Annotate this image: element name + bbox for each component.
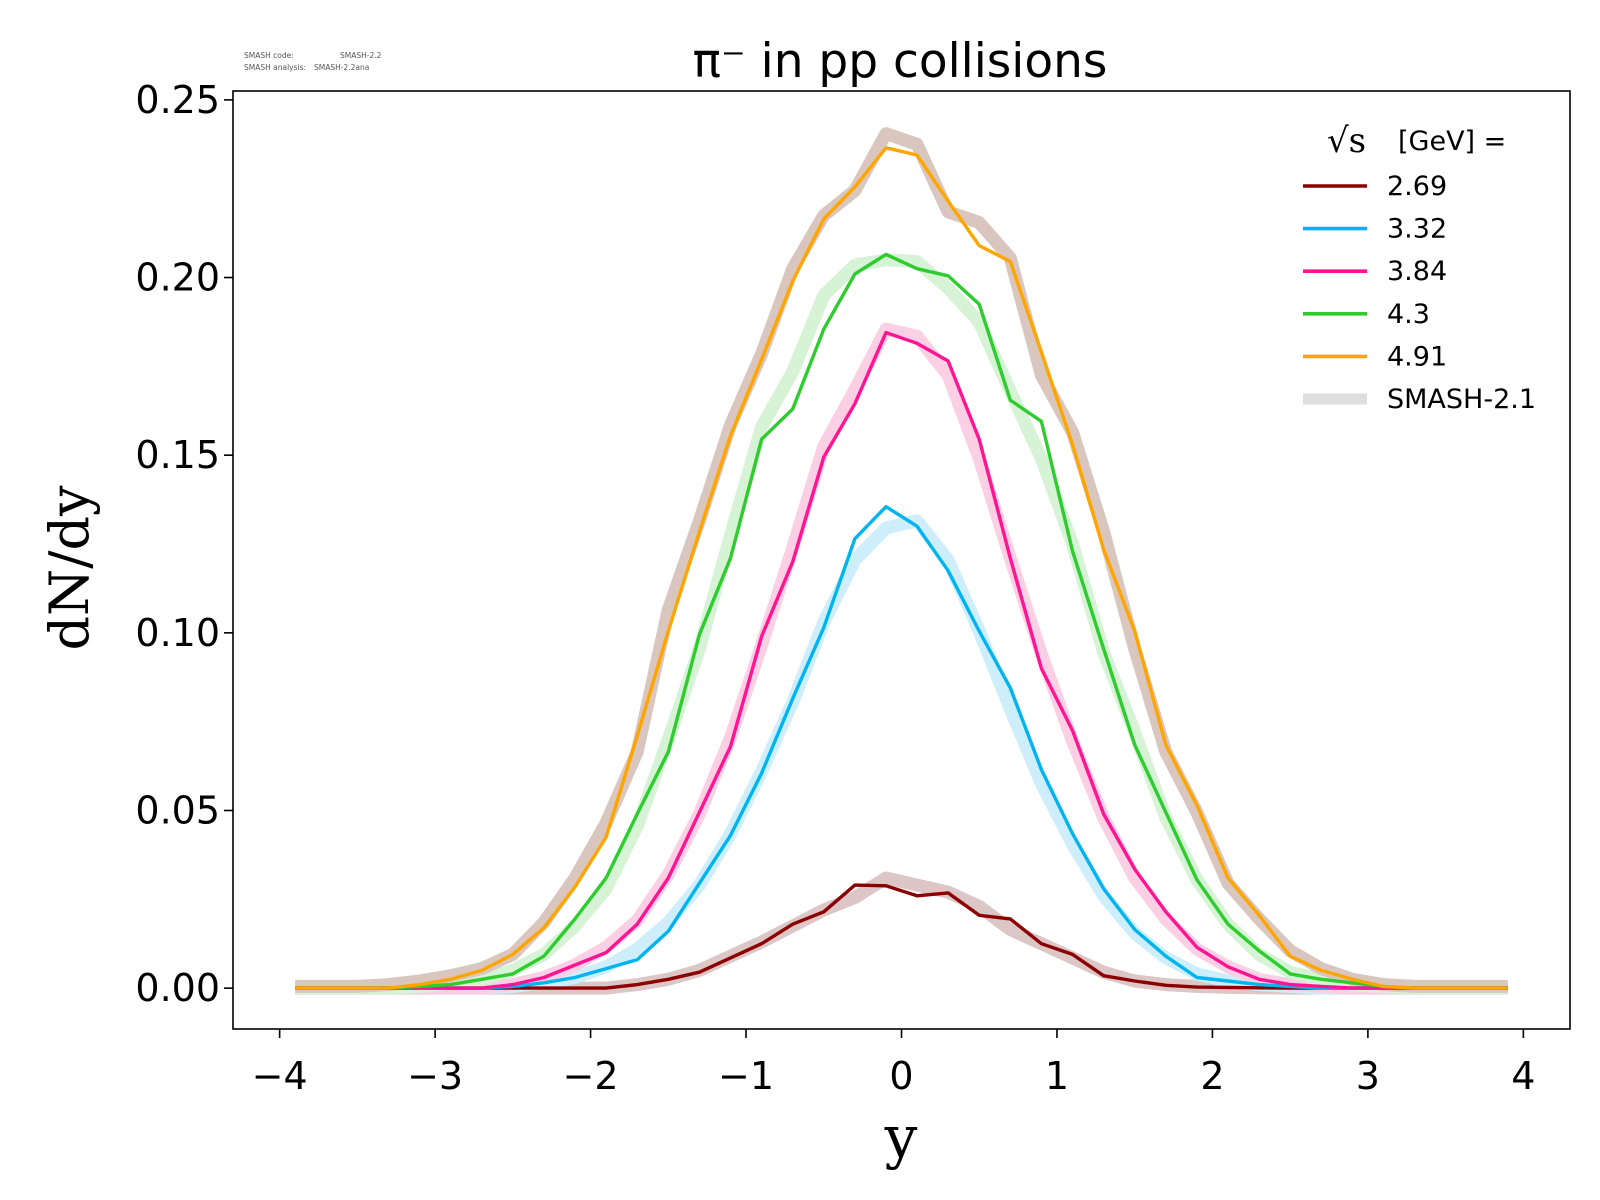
legend-label-series-3-32: 3.32 xyxy=(1387,214,1447,245)
legend-title-unit: [GeV] = xyxy=(1398,126,1506,157)
y-axis-ticks: 0.00 0.05 0.10 0.15 0.20 0.25 xyxy=(135,78,233,1010)
reference-band-3-32 xyxy=(295,514,1508,995)
series-line-3-32 xyxy=(295,505,1508,990)
y-tick-label: 0.15 xyxy=(135,433,220,477)
series-line-3-84 xyxy=(295,330,1508,990)
x-tick-label: −1 xyxy=(718,1054,774,1098)
series-line-4-3 xyxy=(295,252,1508,990)
plot-frame xyxy=(232,90,1571,1030)
legend-label-reference: SMASH-2.1 xyxy=(1387,384,1536,415)
y-tick-label: 0.10 xyxy=(135,611,220,655)
x-tick-label: 4 xyxy=(1511,1054,1535,1098)
x-axis-label: y xyxy=(884,1103,918,1171)
legend-label-series-2-69: 2.69 xyxy=(1387,171,1447,202)
x-tick-label: 2 xyxy=(1200,1054,1224,1098)
stamp-code-value: SMASH-2.2 xyxy=(340,51,382,60)
x-tick-label: 0 xyxy=(889,1054,913,1098)
stamp-code-label: SMASH code: xyxy=(244,51,294,60)
x-tick-label: −4 xyxy=(252,1054,308,1098)
y-tick-label: 0.25 xyxy=(135,78,220,122)
series-line-4-91 xyxy=(295,146,1508,990)
legend-title-sqrt-s: √s xyxy=(1327,121,1366,161)
x-tick-label: −3 xyxy=(407,1054,463,1098)
legend-label-series-4-91: 4.91 xyxy=(1387,341,1447,372)
x-axis-ticks: −4 −3 −2 −1 0 1 2 3 4 xyxy=(252,1029,1535,1098)
legend: √s [GeV] = 2.69 3.32 3.84 4.3 4.91 SMASH-2.1 xyxy=(1303,121,1536,415)
y-tick-label: 0.00 xyxy=(135,966,220,1010)
y-axis-label: dN/dy xyxy=(38,485,101,651)
y-tick-label: 0.05 xyxy=(135,788,220,832)
legend-entries: 2.69 3.32 3.84 4.3 4.91 SMASH-2.1 xyxy=(1303,171,1536,415)
x-tick-label: −2 xyxy=(563,1054,619,1098)
stamp-analysis-value: SMASH-2.2ana xyxy=(314,63,369,72)
x-tick-label: 1 xyxy=(1045,1054,1069,1098)
legend-label-series-4-3: 4.3 xyxy=(1387,299,1430,330)
legend-label-series-3-84: 3.84 xyxy=(1387,256,1447,287)
series-lines xyxy=(295,146,1508,990)
stamp-analysis-label: SMASH analysis: xyxy=(244,63,306,72)
x-tick-label: 3 xyxy=(1356,1054,1380,1098)
y-tick-label: 0.20 xyxy=(135,256,220,300)
chart-title: π⁻ in pp collisions xyxy=(693,34,1108,89)
